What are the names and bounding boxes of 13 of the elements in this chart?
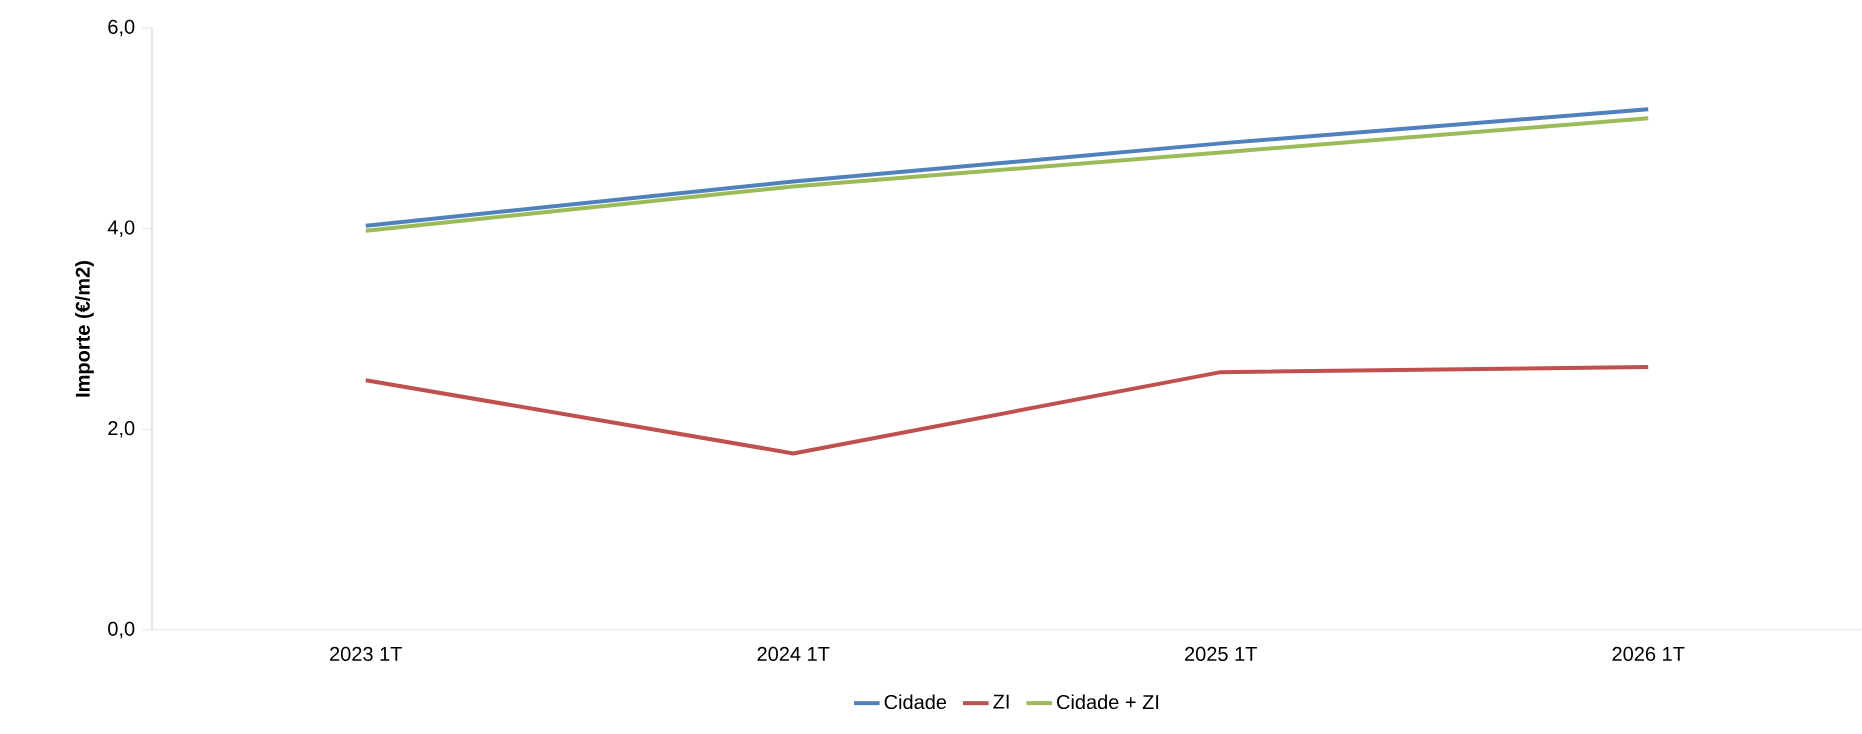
y-tick-label: 2,0 — [108, 421, 135, 438]
y-axis-title: Importe (€/m2) — [75, 261, 94, 397]
x-tick-label: 2026 1T — [1612, 646, 1685, 662]
y-tick-label: 6,0 — [108, 19, 135, 37]
y-tick-label: 0,0 — [108, 621, 135, 639]
x-tick-label: 2024 1T — [757, 646, 830, 662]
legend-label: Cidade — [884, 694, 947, 710]
y-tick-label: 4,0 — [107, 220, 135, 237]
line-series — [363, 365, 1651, 456]
legend-label: ZI — [993, 694, 1009, 709]
legend-label: Cidade + ZI — [1057, 694, 1159, 710]
x-tick-label: 2025 1T — [1185, 646, 1257, 662]
x-tick-label: 2023 1T — [330, 646, 402, 662]
